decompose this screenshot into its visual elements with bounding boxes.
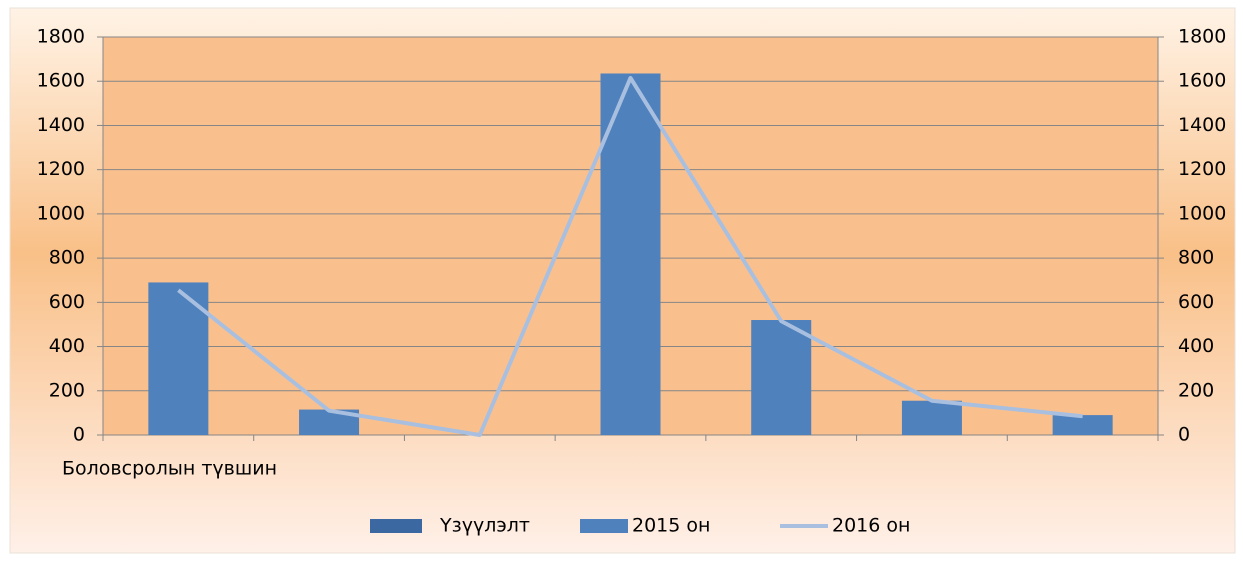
line — [177, 75, 1083, 437]
legend-swatch — [580, 519, 628, 533]
y-tick-label: 1800 — [37, 26, 85, 48]
legend-label: 2016 он — [832, 515, 910, 537]
y2-tick-label: 400 — [1178, 335, 1214, 357]
y2-tick-label: 1800 — [1178, 26, 1226, 48]
bar — [1052, 415, 1113, 435]
y2-tick-label: 1400 — [1178, 114, 1226, 136]
y-tick-label: 1200 — [37, 158, 85, 180]
y-tick-label: 200 — [49, 379, 85, 401]
y-tick-label: 600 — [49, 291, 85, 313]
y2-tick-label: 1600 — [1178, 70, 1226, 92]
y-tick-label: 800 — [49, 247, 85, 269]
y2-tick-label: 1000 — [1178, 202, 1226, 224]
y2-tick-label: 800 — [1178, 247, 1214, 269]
legend-swatch — [370, 519, 422, 533]
legend-label: Үзүүлэлт — [439, 515, 530, 537]
y2-tick-label: 600 — [1178, 291, 1214, 313]
y-tick-label: 0 — [73, 424, 85, 446]
y2-tick-label: 200 — [1178, 379, 1214, 401]
y2-tick-label: 0 — [1178, 424, 1190, 446]
bar — [751, 320, 812, 435]
bar — [901, 400, 962, 435]
y-tick-label: 400 — [49, 335, 85, 357]
x-axis-label: Боловсролын түвшин — [62, 458, 277, 480]
y-tick-label: 1000 — [37, 202, 85, 224]
y-tick-label: 1400 — [37, 114, 85, 136]
y2-tick-label: 1200 — [1178, 158, 1226, 180]
bar — [600, 73, 661, 435]
legend-label: 2015 он — [632, 515, 710, 537]
y-tick-label: 1600 — [37, 70, 85, 92]
